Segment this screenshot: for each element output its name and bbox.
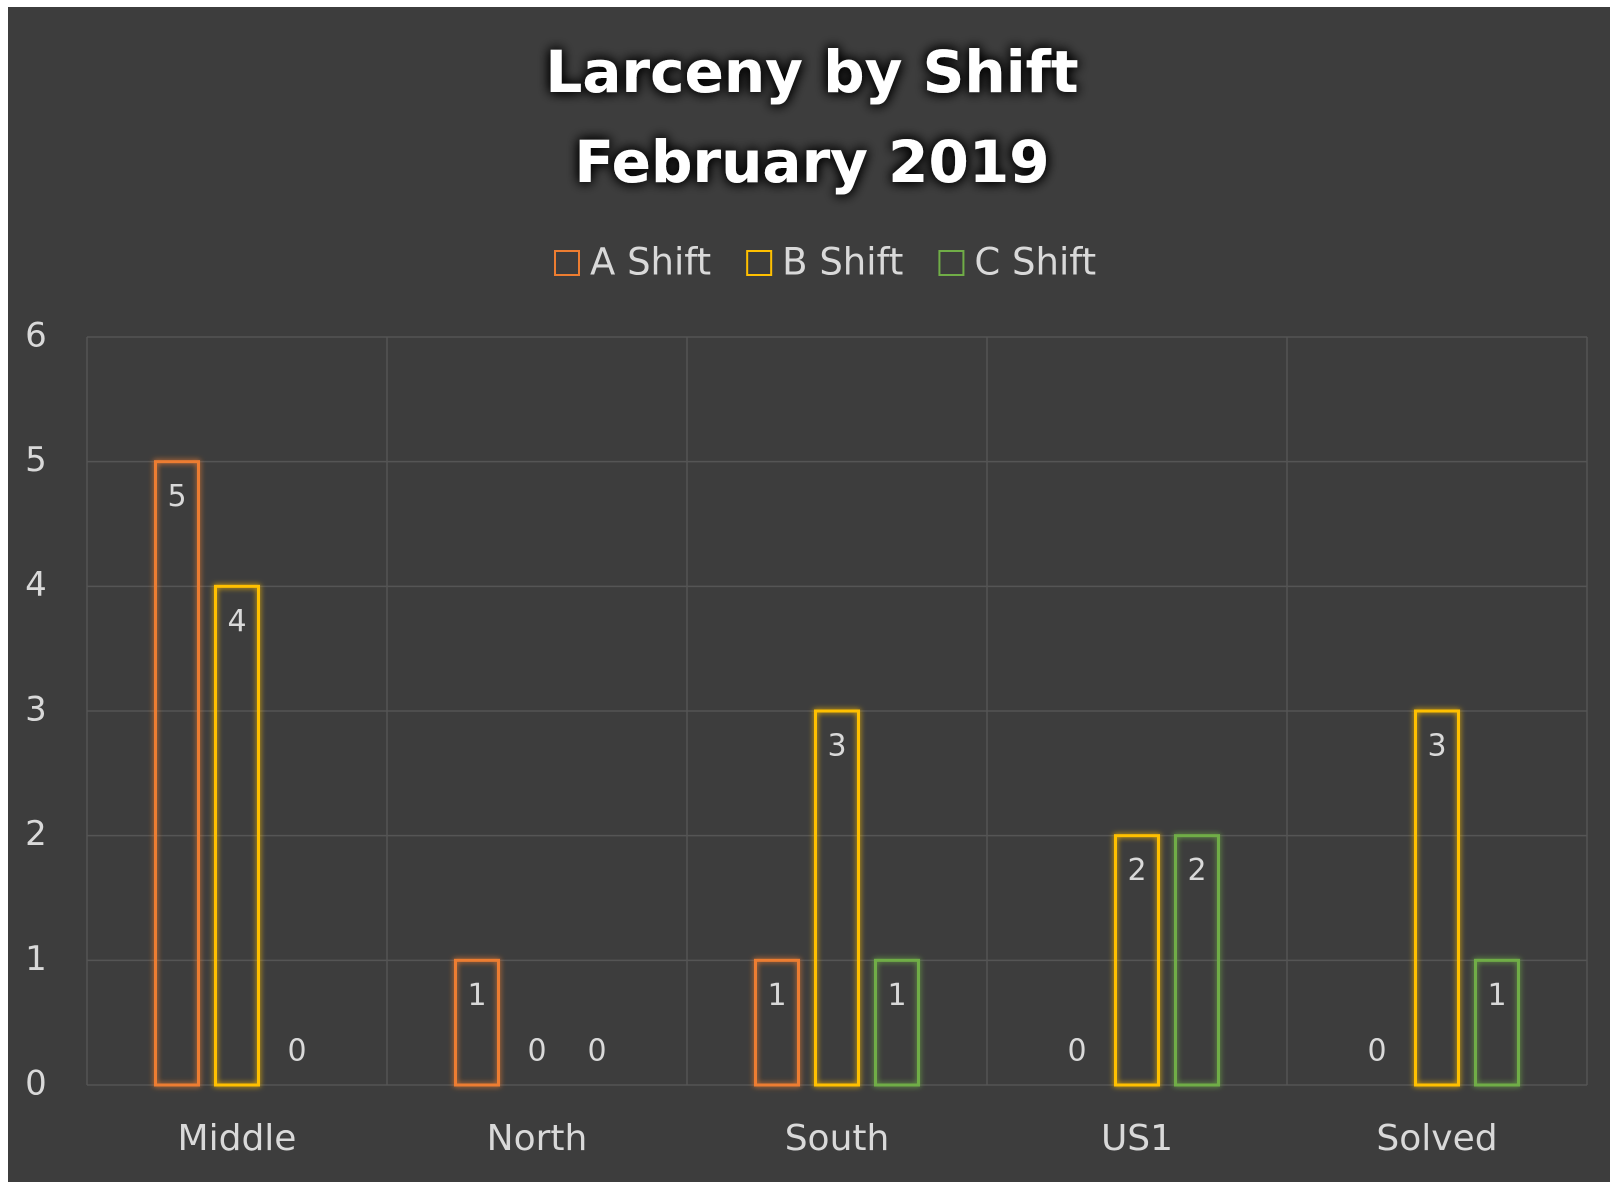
legend-label: A Shift	[590, 241, 711, 284]
bar	[214, 584, 260, 1087]
legend-swatch	[938, 250, 965, 276]
value-label: 3	[827, 729, 846, 764]
bar	[1414, 709, 1460, 1087]
value-label: 2	[1187, 853, 1206, 888]
value-label: 1	[887, 978, 906, 1013]
value-label: 1	[767, 978, 786, 1013]
legend-label: C Shift	[974, 241, 1096, 284]
value-label: 5	[167, 479, 186, 514]
bar	[1474, 958, 1520, 1087]
value-label: 1	[1487, 978, 1506, 1013]
x-tick-label: North	[487, 1118, 588, 1159]
value-label: 0	[527, 1034, 546, 1069]
legend-swatch	[746, 250, 773, 276]
x-tick-label: Middle	[178, 1118, 297, 1159]
legend-label: B Shift	[782, 241, 903, 284]
x-tick-label: Solved	[1376, 1118, 1497, 1159]
y-tick-label: 4	[25, 565, 47, 605]
value-label: 4	[227, 604, 246, 639]
chart-background	[8, 7, 1610, 1182]
bar	[1174, 834, 1220, 1087]
bar	[814, 709, 860, 1087]
value-label: 1	[467, 978, 486, 1013]
y-tick-label: 2	[25, 814, 47, 854]
bar	[154, 460, 200, 1087]
legend-swatch	[554, 250, 580, 276]
bar	[754, 958, 800, 1087]
y-tick-label: 0	[25, 1064, 47, 1104]
y-tick-label: 3	[25, 690, 47, 730]
bar	[874, 958, 920, 1087]
y-tick-label: 5	[25, 440, 47, 480]
value-label: 3	[1427, 729, 1446, 764]
value-label: 2	[1127, 853, 1146, 888]
chart-subtitle: February 2019	[574, 128, 1049, 196]
bar	[454, 958, 500, 1087]
y-tick-label: 6	[25, 316, 47, 356]
value-label: 0	[587, 1034, 606, 1069]
bar	[1114, 834, 1160, 1087]
x-tick-label: US1	[1101, 1118, 1173, 1159]
x-tick-label: South	[785, 1118, 890, 1159]
y-tick-label: 1	[25, 939, 47, 979]
chart-title: Larceny by Shift	[545, 38, 1078, 106]
value-label: 0	[1067, 1034, 1086, 1069]
value-label: 0	[287, 1034, 306, 1069]
value-label: 0	[1367, 1034, 1386, 1069]
